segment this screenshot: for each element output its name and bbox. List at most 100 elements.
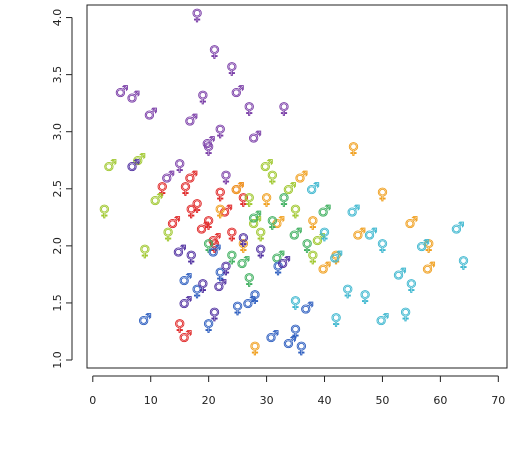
point: ♀ xyxy=(331,311,342,329)
y-tick-label: 1.0 xyxy=(51,351,64,369)
point: ♀ xyxy=(174,316,185,334)
point: ♂ xyxy=(237,253,250,271)
point: ♀ xyxy=(174,156,185,174)
point: ♀ xyxy=(203,236,214,254)
point: ♂ xyxy=(179,293,192,311)
point: ♂ xyxy=(103,156,116,174)
point: ♂ xyxy=(132,151,145,169)
point: ♂ xyxy=(260,156,273,174)
point: ♀ xyxy=(203,316,214,334)
point: ♂ xyxy=(295,168,308,186)
point: ♀ xyxy=(400,305,411,323)
point: ♀ xyxy=(186,202,197,220)
point: ♀ xyxy=(180,179,191,197)
point: ♀ xyxy=(244,191,255,209)
y-tick-label: 3.0 xyxy=(51,123,64,141)
point: ♀ xyxy=(232,299,243,317)
x-tick-label: 40 xyxy=(318,394,332,407)
point: ♀ xyxy=(290,322,301,340)
point: ♀ xyxy=(250,288,261,306)
point: ♀ xyxy=(238,231,249,249)
point: ♂ xyxy=(364,225,377,243)
point: ♀ xyxy=(377,185,388,203)
point: ♂ xyxy=(214,276,227,294)
point: ♀ xyxy=(458,253,469,271)
x-tick-label: 10 xyxy=(144,394,158,407)
point: ♂ xyxy=(329,248,342,266)
y-tick-label: 4.0 xyxy=(51,9,64,27)
point: ♀ xyxy=(278,99,289,117)
point: ♀ xyxy=(221,168,232,186)
point: ♂ xyxy=(219,202,232,220)
point: ♀ xyxy=(186,248,197,266)
point: ♂ xyxy=(393,265,406,283)
point: ♀ xyxy=(331,248,342,266)
point: ♀ xyxy=(244,99,255,117)
point: ♀ xyxy=(99,202,110,220)
point: ♀ xyxy=(307,214,318,232)
point: ♀ xyxy=(215,122,226,140)
point: ♂ xyxy=(185,168,198,186)
point: ♂ xyxy=(376,311,389,329)
point: ♀ xyxy=(209,236,220,254)
point: ♀ xyxy=(226,225,237,243)
point: ♂ xyxy=(144,105,157,123)
point: ♂ xyxy=(167,214,180,232)
point: ♂ xyxy=(248,128,261,146)
point: ♂ xyxy=(248,214,261,232)
point: ♀ xyxy=(255,242,266,260)
point: ♂ xyxy=(150,191,163,209)
point: ♂ xyxy=(318,202,331,220)
point: ♂ xyxy=(231,82,244,100)
point: ♂ xyxy=(202,134,215,152)
point: ♂ xyxy=(451,219,464,237)
point: ♀ xyxy=(255,225,266,243)
point: ♀ xyxy=(197,276,208,294)
x-tick-label: 30 xyxy=(260,394,274,407)
point: ♂ xyxy=(416,236,429,254)
point: ♀ xyxy=(360,288,371,306)
y-tick-label: 2.0 xyxy=(51,237,64,255)
point: ♂ xyxy=(300,299,313,317)
point: ♀ xyxy=(226,248,237,266)
point: ♀ xyxy=(226,59,237,77)
point: ♂ xyxy=(353,225,366,243)
point: ♂ xyxy=(179,328,192,346)
x-tick-label: 20 xyxy=(202,394,216,407)
point: ♀ xyxy=(192,196,203,214)
point: ♀ xyxy=(197,88,208,106)
point: ♂ xyxy=(185,111,198,129)
point: ♂ xyxy=(405,214,418,232)
x-tick-label: 0 xyxy=(89,394,96,407)
plot-box xyxy=(86,4,508,369)
x-tick-label: 60 xyxy=(433,394,447,407)
point: ♀ xyxy=(307,248,318,266)
point: ♀ xyxy=(139,242,150,260)
point: ♀ xyxy=(278,191,289,209)
x-tick-label: 50 xyxy=(375,394,389,407)
point: ♂ xyxy=(127,156,140,174)
point: ♀ xyxy=(319,225,330,243)
point: ♀ xyxy=(261,191,272,209)
point: ♂ xyxy=(312,231,325,249)
point: ♂ xyxy=(208,231,221,249)
point: ♀ xyxy=(209,42,220,60)
point: ♂ xyxy=(231,179,244,197)
point: ♂ xyxy=(266,328,279,346)
point: ♂ xyxy=(271,248,284,266)
point: ♀ xyxy=(203,139,214,157)
point: ♂ xyxy=(127,88,140,106)
x-tick-label: 70 xyxy=(491,394,505,407)
point: ♀ xyxy=(203,214,214,232)
point: ♀ xyxy=(192,6,203,24)
point: ♂ xyxy=(115,82,128,100)
point: ♀ xyxy=(157,179,168,197)
point: ♂ xyxy=(347,202,360,220)
point: ♀ xyxy=(215,265,226,283)
point: ♂ xyxy=(138,311,151,329)
point: ♀ xyxy=(238,191,249,209)
point: ♂ xyxy=(306,179,319,197)
point: ♀ xyxy=(342,282,353,300)
